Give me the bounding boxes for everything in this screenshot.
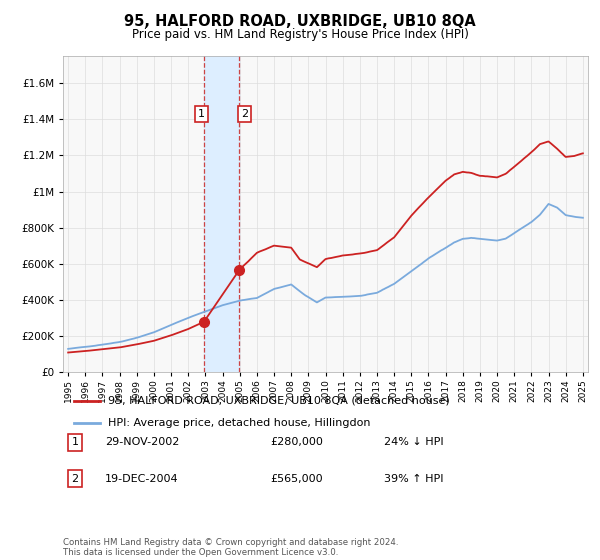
Text: 2: 2 [71,474,79,484]
Text: Price paid vs. HM Land Registry's House Price Index (HPI): Price paid vs. HM Land Registry's House … [131,28,469,41]
Bar [204,56,239,372]
Text: £280,000: £280,000 [270,437,323,447]
Text: 95, HALFORD ROAD, UXBRIDGE, UB10 8QA (detached house): 95, HALFORD ROAD, UXBRIDGE, UB10 8QA (de… [107,395,449,405]
Text: 29-NOV-2002: 29-NOV-2002 [105,437,179,447]
Text: 95, HALFORD ROAD, UXBRIDGE, UB10 8QA: 95, HALFORD ROAD, UXBRIDGE, UB10 8QA [124,14,476,29]
Text: 2: 2 [241,109,248,119]
Text: 19-DEC-2004: 19-DEC-2004 [105,474,179,484]
Text: 1: 1 [198,109,205,119]
Text: 1: 1 [71,437,79,447]
Text: £565,000: £565,000 [270,474,323,484]
Text: 24% ↓ HPI: 24% ↓ HPI [384,437,443,447]
Text: HPI: Average price, detached house, Hillingdon: HPI: Average price, detached house, Hill… [107,418,370,428]
Text: Contains HM Land Registry data © Crown copyright and database right 2024.
This d: Contains HM Land Registry data © Crown c… [63,538,398,557]
Text: 39% ↑ HPI: 39% ↑ HPI [384,474,443,484]
